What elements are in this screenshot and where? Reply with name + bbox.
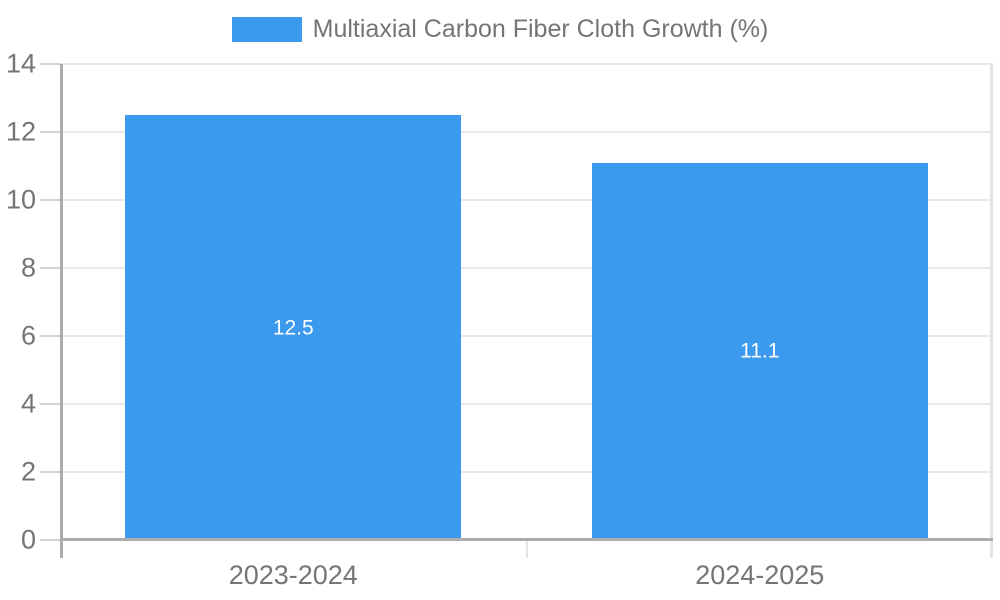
y-tick-label: 12: [5, 116, 36, 147]
x-axis-line: [60, 538, 993, 541]
plot-right-border: [990, 64, 993, 558]
bar-value-label: 12.5: [272, 316, 314, 339]
y-tick-label: 10: [5, 184, 36, 215]
y-axis-tick: [40, 539, 60, 541]
plot-area: 0 2 4 6 8 10 12 14 12.5 2023-2024 11.1 2024-2025: [6, 50, 993, 589]
legend-label: Multiaxial Carbon Fiber Cloth Growth (%): [312, 15, 769, 43]
gridline: [60, 335, 993, 337]
x-axis-tick: [525, 540, 528, 558]
gridline: [60, 131, 993, 133]
y-axis-tick: [40, 199, 60, 201]
y-axis-tick: [40, 63, 60, 65]
y-tick-label: 6: [20, 320, 36, 351]
legend-swatch: [231, 17, 302, 43]
x-tick-label: 2024-2025: [695, 560, 825, 590]
gridline: [60, 199, 993, 201]
y-axis-line: [60, 64, 63, 558]
y-axis-tick: [40, 131, 60, 133]
gridline: [60, 403, 993, 405]
y-axis-tick: [40, 335, 60, 337]
y-axis-tick: [40, 403, 60, 405]
gridline: [60, 471, 993, 473]
y-tick-label: 0: [20, 524, 36, 555]
y-axis-tick: [40, 471, 60, 473]
gridline: [60, 267, 993, 269]
bar[interactable]: [592, 163, 928, 540]
bar[interactable]: [125, 115, 461, 540]
legend-item[interactable]: Multiaxial Carbon Fiber Cloth Growth (%): [0, 15, 1000, 44]
y-tick-label: 2: [20, 456, 36, 487]
y-tick-label: 14: [5, 48, 36, 79]
x-tick-label: 2023-2024: [228, 560, 358, 590]
y-tick-label: 8: [20, 252, 36, 283]
y-axis-tick: [40, 267, 60, 269]
y-tick-label: 4: [20, 388, 36, 419]
bar-value-label: 11.1: [740, 339, 780, 363]
gridline: [60, 63, 993, 65]
